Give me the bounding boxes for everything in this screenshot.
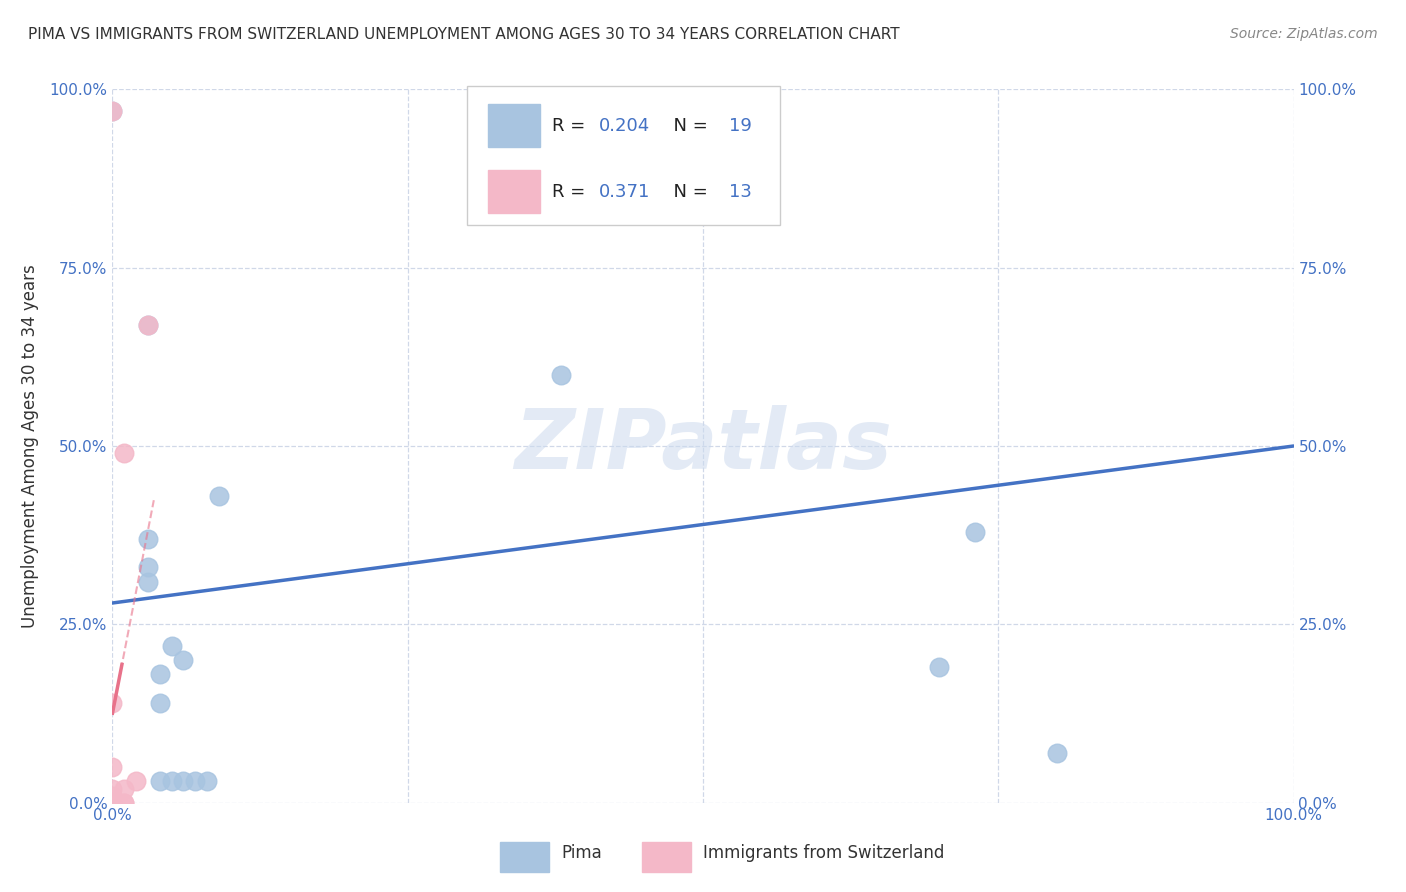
Text: 19: 19 <box>728 117 752 135</box>
Point <box>160 639 183 653</box>
FancyBboxPatch shape <box>488 170 540 212</box>
Point <box>101 103 124 118</box>
Y-axis label: Unemployment Among Ages 30 to 34 years: Unemployment Among Ages 30 to 34 years <box>21 264 38 628</box>
FancyBboxPatch shape <box>467 86 780 225</box>
Text: R =: R = <box>551 117 591 135</box>
Point <box>1046 746 1069 760</box>
FancyBboxPatch shape <box>488 104 540 146</box>
Point <box>149 667 172 681</box>
Text: N =: N = <box>662 117 713 135</box>
Point <box>136 574 159 589</box>
Point <box>101 796 124 810</box>
Point <box>136 532 159 546</box>
FancyBboxPatch shape <box>501 842 550 872</box>
Point <box>136 560 159 574</box>
Text: R =: R = <box>551 183 591 201</box>
Point <box>101 760 124 774</box>
Point <box>195 774 218 789</box>
Point <box>208 489 231 503</box>
Point <box>101 103 124 118</box>
Point <box>928 660 950 674</box>
Text: 0.204: 0.204 <box>599 117 651 135</box>
Point <box>184 774 207 789</box>
Point <box>550 368 572 382</box>
Point <box>101 796 124 810</box>
Point <box>172 653 194 667</box>
Point <box>125 774 148 789</box>
Point <box>160 774 183 789</box>
Point <box>963 524 986 539</box>
FancyBboxPatch shape <box>641 842 692 872</box>
Point <box>112 796 135 810</box>
Point <box>101 781 124 796</box>
Point <box>149 774 172 789</box>
Point <box>149 696 172 710</box>
Point <box>101 789 124 803</box>
Point <box>112 781 135 796</box>
Point <box>172 774 194 789</box>
Point <box>136 318 159 332</box>
Text: PIMA VS IMMIGRANTS FROM SWITZERLAND UNEMPLOYMENT AMONG AGES 30 TO 34 YEARS CORRE: PIMA VS IMMIGRANTS FROM SWITZERLAND UNEM… <box>28 27 900 42</box>
Text: 0.371: 0.371 <box>599 183 651 201</box>
Text: ZIPatlas: ZIPatlas <box>515 406 891 486</box>
Point <box>136 318 159 332</box>
Point <box>101 696 124 710</box>
Text: Pima: Pima <box>561 844 602 862</box>
Text: N =: N = <box>662 183 713 201</box>
Text: Immigrants from Switzerland: Immigrants from Switzerland <box>703 844 945 862</box>
Point <box>112 446 135 460</box>
Text: 13: 13 <box>728 183 752 201</box>
Text: Source: ZipAtlas.com: Source: ZipAtlas.com <box>1230 27 1378 41</box>
Point <box>112 796 135 810</box>
